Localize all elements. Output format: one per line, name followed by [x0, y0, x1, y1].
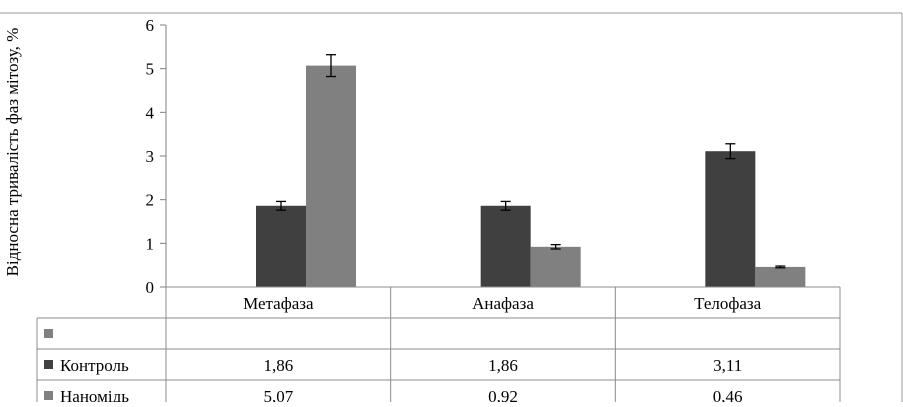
- y-tick-label-3: 3: [146, 147, 155, 166]
- legend-key-Наномідь: [44, 391, 53, 400]
- y-tick-label-5: 5: [146, 60, 155, 79]
- table-cell-Контроль-2: 3,11: [713, 356, 742, 375]
- bar-Наномідь-Метафаза: [306, 65, 356, 287]
- table-cell-Контроль-1: 1,86: [488, 356, 518, 375]
- category-label-2: Телофаза: [694, 294, 762, 313]
- legend-label-Контроль: Контроль: [60, 356, 129, 375]
- legend-label-Наномідь: Наномідь: [60, 387, 129, 402]
- table-cell-Контроль-0: 1,86: [263, 356, 293, 375]
- y-tick-label-1: 1: [146, 234, 155, 253]
- y-tick-label-6: 6: [146, 16, 155, 35]
- y-axis-label: Відносна тривалість фаз мітозу, %: [3, 28, 22, 277]
- bar-Контроль-Анафаза: [480, 205, 531, 287]
- bar-Наномідь-Телофаза: [755, 266, 806, 287]
- legend-key-Контроль: [44, 360, 53, 369]
- category-label-0: Метафаза: [243, 294, 314, 313]
- empty-row-legend-key: [44, 329, 53, 338]
- table-cell-Наномідь-2: 0,46: [713, 387, 743, 402]
- bar-Наномідь-Анафаза: [530, 246, 581, 287]
- y-tick-label-4: 4: [146, 103, 155, 122]
- category-label-1: Анафаза: [472, 294, 534, 313]
- bar-Контроль-Телофаза: [705, 151, 756, 287]
- table-cell-Наномідь-1: 0,92: [488, 387, 518, 402]
- y-tick-label-0: 0: [146, 278, 155, 297]
- bar-Контроль-Метафаза: [256, 205, 306, 287]
- y-tick-label-2: 2: [146, 191, 155, 210]
- table-cell-Наномідь-0: 5,07: [263, 387, 293, 402]
